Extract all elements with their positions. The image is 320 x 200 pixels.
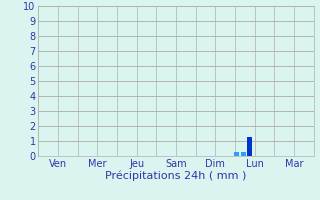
- Bar: [234, 152, 239, 156]
- Bar: [247, 137, 252, 156]
- X-axis label: Précipitations 24h ( mm ): Précipitations 24h ( mm ): [105, 170, 247, 181]
- Bar: [241, 152, 246, 156]
